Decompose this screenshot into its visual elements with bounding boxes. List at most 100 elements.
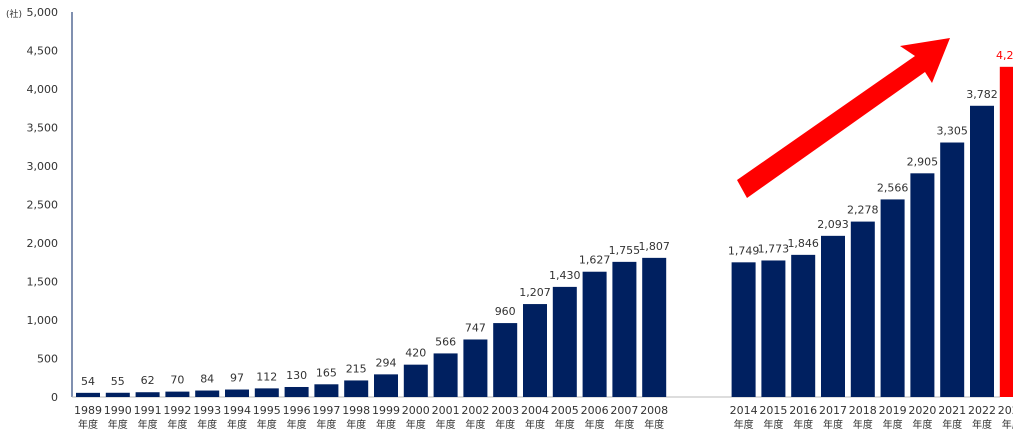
data-label: 62 xyxy=(141,374,155,387)
data-label: 2,093 xyxy=(817,218,849,231)
bar xyxy=(523,304,547,397)
x-tick-suffix: 年度 xyxy=(972,418,992,431)
data-label: 1,207 xyxy=(519,286,551,299)
bar xyxy=(433,353,458,397)
bar xyxy=(791,254,816,397)
data-label: 1,773 xyxy=(758,242,790,255)
data-label: 1,430 xyxy=(549,269,581,282)
bar xyxy=(374,374,398,397)
x-tick-suffix: 年度 xyxy=(346,418,366,431)
data-label: 97 xyxy=(230,372,244,385)
x-tick-label: 1989 xyxy=(74,404,102,417)
bar xyxy=(970,105,994,397)
x-tick-label: 2021 xyxy=(938,404,966,417)
bar xyxy=(105,392,130,397)
x-tick-suffix: 年度 xyxy=(167,418,187,431)
x-tick-label: 2004 xyxy=(521,404,549,417)
x-tick-suffix: 年度 xyxy=(287,418,307,431)
unit-label: (社) xyxy=(6,8,22,20)
x-tick-suffix: 年度 xyxy=(942,418,962,431)
x-tick-label: 1990 xyxy=(104,404,132,417)
x-tick-suffix: 年度 xyxy=(436,418,456,431)
data-label: 84 xyxy=(200,373,214,386)
data-label: 3,305 xyxy=(936,125,968,138)
x-tick-label: 2017 xyxy=(819,404,847,417)
bar xyxy=(463,339,488,397)
x-tick-suffix: 年度 xyxy=(465,418,485,431)
x-tick-label: 1994 xyxy=(223,404,251,417)
data-label: 130 xyxy=(286,369,307,382)
x-tick-label: 2020 xyxy=(908,404,936,417)
x-tick-suffix: 年度 xyxy=(316,418,336,431)
x-tick-suffix: 年度 xyxy=(853,418,873,431)
data-label: 2,905 xyxy=(907,155,939,168)
data-label: 4,288 xyxy=(996,49,1013,62)
data-label: 165 xyxy=(316,366,337,379)
bar xyxy=(493,323,518,397)
x-tick-label: 2002 xyxy=(461,404,489,417)
growth-arrow xyxy=(737,38,950,198)
x-tick-label: 2005 xyxy=(551,404,579,417)
bar xyxy=(940,142,965,397)
x-tick-label: 2016 xyxy=(789,404,817,417)
data-label: 420 xyxy=(405,347,426,360)
y-tick-label: 0 xyxy=(51,391,58,404)
x-tick-suffix: 年度 xyxy=(495,418,515,431)
x-tick-suffix: 年度 xyxy=(555,418,575,431)
x-tick-label: 1997 xyxy=(312,404,340,417)
x-tick-label: 1996 xyxy=(283,404,311,417)
x-tick-suffix: 年度 xyxy=(734,418,754,431)
x-tick-suffix: 年度 xyxy=(525,418,545,431)
x-tick-label: 1992 xyxy=(163,404,191,417)
bar xyxy=(731,262,756,397)
y-tick-label: 2,500 xyxy=(27,199,59,212)
x-tick-label: 2019 xyxy=(879,404,907,417)
bar xyxy=(612,261,637,397)
x-tick-label: 2003 xyxy=(491,404,519,417)
data-label: 294 xyxy=(376,356,397,369)
x-tick-suffix: 年度 xyxy=(763,418,783,431)
x-tick-label: 2023 xyxy=(998,404,1013,417)
x-tick-suffix: 年度 xyxy=(406,418,426,431)
bar xyxy=(761,260,786,397)
x-tick-suffix: 年度 xyxy=(197,418,217,431)
data-label: 747 xyxy=(465,321,486,334)
bar xyxy=(254,388,279,397)
x-tick-suffix: 年度 xyxy=(78,418,98,431)
bar xyxy=(582,271,607,397)
bar xyxy=(195,390,220,397)
x-tick-label: 1999 xyxy=(372,404,400,417)
x-tick-label: 2001 xyxy=(432,404,460,417)
x-tick-suffix: 年度 xyxy=(644,418,664,431)
data-label: 960 xyxy=(495,305,516,318)
x-tick-label: 2018 xyxy=(849,404,877,417)
bar xyxy=(165,391,190,397)
bar xyxy=(344,380,369,397)
x-tick-label: 2006 xyxy=(581,404,609,417)
x-tick-suffix: 年度 xyxy=(823,418,843,431)
data-label: 1,846 xyxy=(787,237,819,250)
data-label: 70 xyxy=(170,374,184,387)
data-label: 55 xyxy=(111,375,125,388)
bar xyxy=(225,389,249,397)
y-tick-label: 3,500 xyxy=(27,122,59,135)
data-label: 1,755 xyxy=(609,244,641,257)
data-label: 2,278 xyxy=(847,204,879,217)
x-tick-suffix: 年度 xyxy=(585,418,605,431)
x-tick-suffix: 年度 xyxy=(138,418,158,431)
data-label: 566 xyxy=(435,335,456,348)
data-label: 1,807 xyxy=(638,240,670,253)
y-tick-label: 1,500 xyxy=(27,276,59,289)
data-label: 1,749 xyxy=(728,244,760,257)
data-label: 1,627 xyxy=(579,254,611,267)
bar xyxy=(284,386,309,397)
x-tick-suffix: 年度 xyxy=(883,418,903,431)
bar xyxy=(850,221,875,397)
bar xyxy=(821,235,845,397)
y-tick-label: 500 xyxy=(37,353,58,366)
x-tick-label: 1995 xyxy=(253,404,281,417)
data-label: 3,782 xyxy=(966,88,998,101)
y-tick-label: 4,500 xyxy=(27,45,59,58)
data-label: 2,566 xyxy=(877,181,909,194)
